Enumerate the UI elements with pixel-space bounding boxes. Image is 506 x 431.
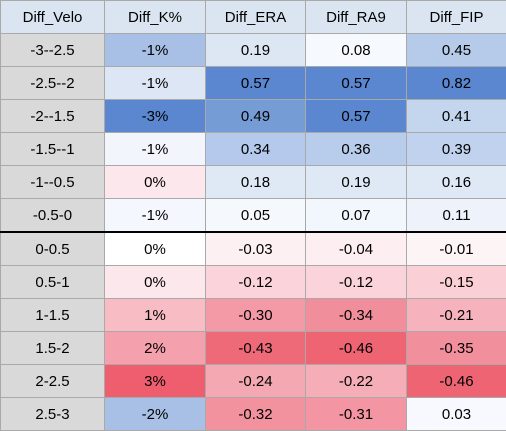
cell-diff-era: -0.12 [206,266,306,299]
cell-diff-velo: -2.5--2 [1,67,105,100]
cell-diff-ra9: 0.07 [306,199,407,233]
header-row: Diff_Velo Diff_K% Diff_ERA Diff_RA9 Diff… [1,1,506,34]
cell-diff-fip: 0.39 [407,133,506,166]
table-row: -3--2.5 -1% 0.19 0.08 0.45 [1,34,506,67]
cell-diff-k-pct: 0% [105,266,206,299]
header-diff-fip: Diff_FIP [407,1,506,34]
cell-diff-fip: 0.03 [407,398,506,431]
cell-diff-velo: -0.5-0 [1,199,105,233]
cell-diff-fip: -0.46 [407,365,506,398]
cell-diff-k-pct: 3% [105,365,206,398]
cell-diff-k-pct: 0% [105,232,206,266]
cell-diff-k-pct: -1% [105,133,206,166]
cell-diff-velo: -3--2.5 [1,34,105,67]
cell-diff-ra9: -0.22 [306,365,407,398]
cell-diff-velo: 1.5-2 [1,332,105,365]
cell-diff-era: -0.43 [206,332,306,365]
table-row: 0.5-1 0% -0.12 -0.12 -0.15 [1,266,506,299]
cell-diff-fip: -0.15 [407,266,506,299]
cell-diff-era: 0.34 [206,133,306,166]
header-diff-ra9: Diff_RA9 [306,1,407,34]
cell-diff-fip: 0.11 [407,199,506,233]
cell-diff-era: 0.18 [206,166,306,199]
cell-diff-velo: 2-2.5 [1,365,105,398]
cell-diff-velo: -2--1.5 [1,100,105,133]
cell-diff-fip: -0.35 [407,332,506,365]
cell-diff-era: -0.32 [206,398,306,431]
table-row: -1--0.5 0% 0.18 0.19 0.16 [1,166,506,199]
cell-diff-fip: 0.82 [407,67,506,100]
cell-diff-velo: 2.5-3 [1,398,105,431]
cell-diff-ra9: 0.57 [306,100,407,133]
cell-diff-velo: 0.5-1 [1,266,105,299]
table-row: 1.5-2 2% -0.43 -0.46 -0.35 [1,332,506,365]
cell-diff-era: 0.49 [206,100,306,133]
cell-diff-fip: -0.01 [407,232,506,266]
cell-diff-velo: 1-1.5 [1,299,105,332]
cell-diff-k-pct: -1% [105,34,206,67]
cell-diff-ra9: -0.31 [306,398,407,431]
cell-diff-k-pct: -1% [105,67,206,100]
cell-diff-k-pct: -3% [105,100,206,133]
cell-diff-era: -0.30 [206,299,306,332]
cell-diff-k-pct: -1% [105,199,206,233]
cell-diff-ra9: 0.08 [306,34,407,67]
table-row: 0-0.5 0% -0.03 -0.04 -0.01 [1,232,506,266]
cell-diff-k-pct: -2% [105,398,206,431]
cell-diff-era: 0.57 [206,67,306,100]
cell-diff-ra9: 0.57 [306,67,407,100]
cell-diff-ra9: -0.46 [306,332,407,365]
header-diff-era: Diff_ERA [206,1,306,34]
table-row: 2-2.5 3% -0.24 -0.22 -0.46 [1,365,506,398]
cell-diff-era: 0.05 [206,199,306,233]
table-row: -1.5--1 -1% 0.34 0.36 0.39 [1,133,506,166]
cell-diff-ra9: -0.04 [306,232,407,266]
cell-diff-velo: -1--0.5 [1,166,105,199]
cell-diff-fip: 0.45 [407,34,506,67]
cell-diff-k-pct: 1% [105,299,206,332]
cell-diff-fip: 0.41 [407,100,506,133]
cell-diff-era: 0.19 [206,34,306,67]
table-row: -2--1.5 -3% 0.49 0.57 0.41 [1,100,506,133]
cell-diff-ra9: -0.12 [306,266,407,299]
cell-diff-ra9: 0.36 [306,133,407,166]
table-row: -0.5-0 -1% 0.05 0.07 0.11 [1,199,506,233]
cell-diff-velo: 0-0.5 [1,232,105,266]
header-diff-velo: Diff_Velo [1,1,105,34]
cell-diff-fip: -0.21 [407,299,506,332]
cell-diff-k-pct: 2% [105,332,206,365]
cell-diff-era: -0.03 [206,232,306,266]
table-row: 2.5-3 -2% -0.32 -0.31 0.03 [1,398,506,431]
table-row: -2.5--2 -1% 0.57 0.57 0.82 [1,67,506,100]
cell-diff-ra9: -0.34 [306,299,407,332]
cell-diff-fip: 0.16 [407,166,506,199]
cell-diff-velo: -1.5--1 [1,133,105,166]
cell-diff-ra9: 0.19 [306,166,407,199]
cell-diff-k-pct: 0% [105,166,206,199]
cell-diff-era: -0.24 [206,365,306,398]
table-row: 1-1.5 1% -0.30 -0.34 -0.21 [1,299,506,332]
header-diff-k-pct: Diff_K% [105,1,206,34]
